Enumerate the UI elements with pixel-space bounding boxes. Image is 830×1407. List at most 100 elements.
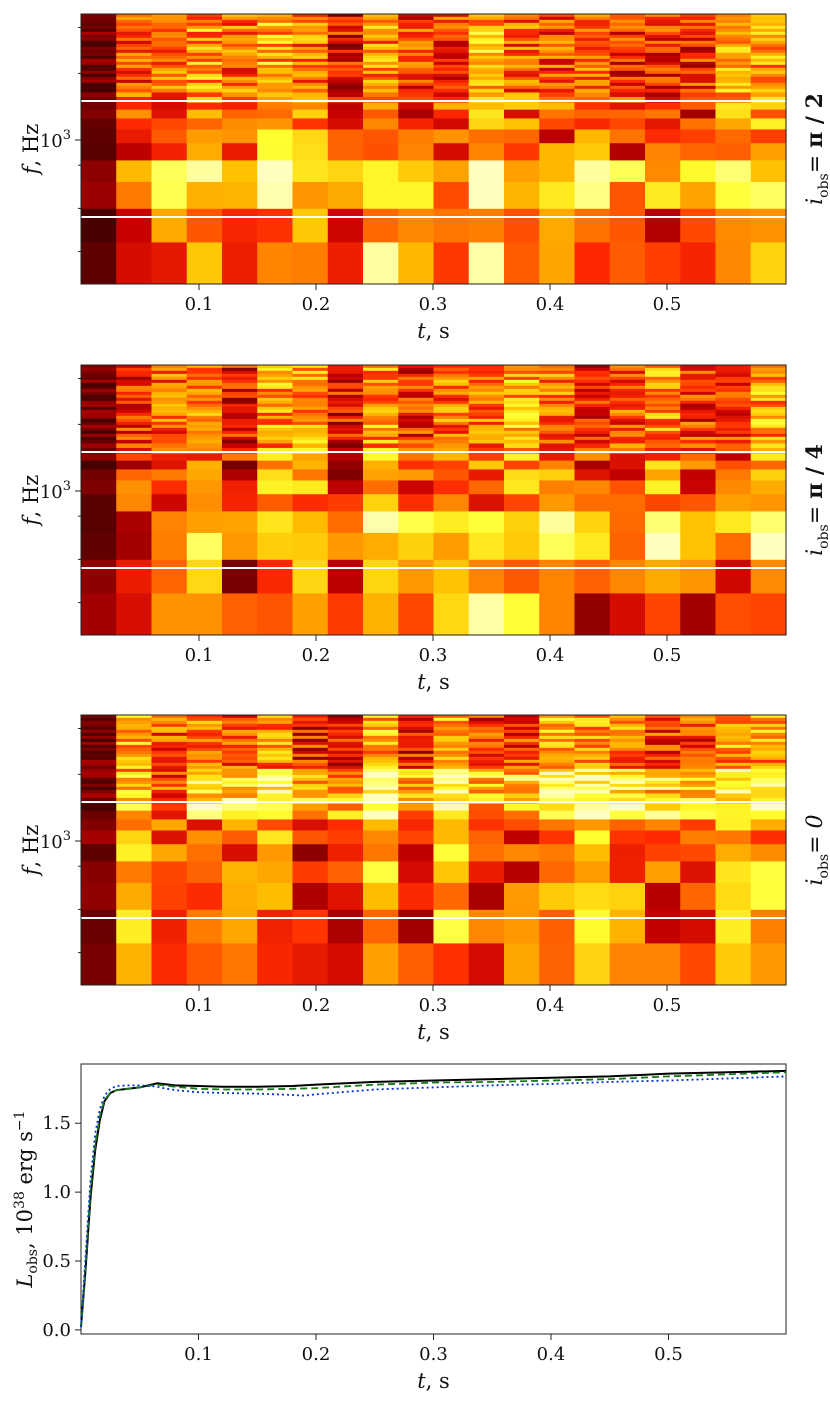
heatmap-cell bbox=[257, 732, 294, 736]
heatmap-cell bbox=[398, 771, 435, 775]
heatmap-cell bbox=[645, 909, 681, 944]
heatmap-cell bbox=[116, 759, 153, 763]
heatmap-cell bbox=[116, 373, 153, 377]
heatmap-cell bbox=[363, 803, 399, 811]
heatmap-cell bbox=[81, 64, 117, 68]
heatmap-cell bbox=[645, 511, 681, 533]
heatmap-cell bbox=[81, 46, 117, 50]
heatmap-cell bbox=[186, 943, 223, 986]
heatmap-cell bbox=[292, 96, 329, 103]
heatmap-cell bbox=[292, 559, 329, 594]
heatmap-cell bbox=[680, 76, 717, 80]
heatmap-cell bbox=[292, 370, 329, 374]
heatmap-cell bbox=[609, 909, 646, 944]
heatmap-cell bbox=[116, 88, 153, 93]
heatmap-cell bbox=[433, 19, 470, 23]
heatmap-cell bbox=[116, 729, 153, 733]
heatmap-cell bbox=[363, 771, 399, 775]
heatmap-cell bbox=[680, 394, 717, 398]
heatmap-cell bbox=[539, 436, 576, 440]
heatmap-cell bbox=[186, 717, 223, 721]
heatmap-cell bbox=[257, 61, 294, 65]
heatmap-cell bbox=[750, 382, 787, 386]
series-line-dotted bbox=[80, 1075, 787, 1328]
heatmap-cell bbox=[574, 49, 611, 53]
heatmap-cell bbox=[327, 373, 364, 377]
heatmap-cell bbox=[609, 738, 646, 742]
heatmap-cell bbox=[539, 14, 576, 17]
heatmap-cell bbox=[539, 715, 576, 718]
heatmap-cell bbox=[433, 738, 470, 742]
heatmap-cell bbox=[609, 453, 646, 461]
heatmap-cell bbox=[151, 819, 188, 831]
heatmap-cell bbox=[292, 771, 329, 775]
heatmap-cell bbox=[504, 55, 540, 59]
heatmap-cell bbox=[363, 43, 399, 47]
heatmap-cell bbox=[327, 67, 364, 71]
heatmap-cell bbox=[539, 76, 576, 80]
heatmap-cell bbox=[398, 376, 435, 380]
heatmap-cell bbox=[257, 726, 294, 730]
heatmap-cell bbox=[292, 102, 329, 110]
heatmap-cell bbox=[398, 433, 435, 437]
heatmap-cell bbox=[504, 741, 540, 745]
heatmap-cell bbox=[680, 370, 717, 374]
heatmap-cell bbox=[222, 780, 258, 784]
heatmap-cell bbox=[750, 430, 787, 434]
heatmap-cell bbox=[574, 382, 611, 386]
heatmap-cell bbox=[222, 427, 258, 431]
heatmap-cell bbox=[504, 373, 540, 377]
heatmap-cell bbox=[363, 943, 399, 986]
heatmap-cell bbox=[327, 493, 364, 512]
heatmap-cell bbox=[257, 142, 294, 161]
heatmap-cell bbox=[468, 373, 505, 377]
heatmap-cell bbox=[151, 460, 188, 470]
heatmap-cell bbox=[433, 777, 470, 781]
heatmap-cell bbox=[750, 797, 787, 804]
heatmap-cell bbox=[257, 391, 294, 395]
heatmap-cell bbox=[715, 85, 752, 89]
heatmap-cell bbox=[750, 37, 787, 41]
heatmap-cell bbox=[363, 76, 399, 80]
heatmap-cell bbox=[468, 400, 505, 404]
heatmap-cell bbox=[750, 96, 787, 103]
heatmap-cell bbox=[750, 409, 787, 413]
heatmap-cell bbox=[680, 593, 717, 636]
heatmap-cell bbox=[116, 409, 153, 413]
heatmap-cell bbox=[715, 759, 752, 763]
heatmap-cell bbox=[186, 376, 223, 380]
heatmap-cell bbox=[750, 208, 787, 243]
heatmap-cell bbox=[645, 771, 681, 775]
heatmap-cell bbox=[609, 493, 646, 512]
heatmap-cell bbox=[504, 400, 540, 404]
heatmap-cell bbox=[81, 943, 117, 986]
heatmap-cell bbox=[433, 118, 470, 130]
heatmap-cell bbox=[81, 729, 117, 733]
heatmap-cell bbox=[504, 789, 540, 794]
heatmap-cell bbox=[116, 406, 153, 410]
heatmap-cell bbox=[292, 88, 329, 93]
heatmap-cell bbox=[257, 421, 294, 425]
heatmap-cell bbox=[574, 717, 611, 721]
heatmap-cell bbox=[151, 16, 188, 20]
heatmap-cell bbox=[222, 370, 258, 374]
heatmap-cell bbox=[504, 34, 540, 38]
heatmap-cell bbox=[116, 430, 153, 434]
heatmap-cell bbox=[680, 803, 717, 811]
heatmap-cell bbox=[574, 367, 611, 371]
heatmap-cell bbox=[574, 830, 611, 845]
heatmap-cell bbox=[116, 19, 153, 23]
heatmap-cell bbox=[292, 70, 329, 74]
heatmap-cell bbox=[715, 61, 752, 65]
heatmap-cell bbox=[222, 52, 258, 56]
heatmap-cell bbox=[257, 771, 294, 775]
y-tick-label: 103 bbox=[40, 829, 71, 853]
heatmap-cell bbox=[398, 61, 435, 65]
heatmap-cell bbox=[257, 843, 294, 862]
y-axis-label: f, Hz bbox=[19, 124, 43, 177]
heatmap-cell bbox=[151, 443, 188, 448]
heatmap-cell bbox=[680, 142, 717, 161]
heatmap-cell bbox=[257, 439, 294, 444]
heatmap-cell bbox=[645, 403, 681, 407]
heatmap-cell bbox=[116, 242, 153, 285]
